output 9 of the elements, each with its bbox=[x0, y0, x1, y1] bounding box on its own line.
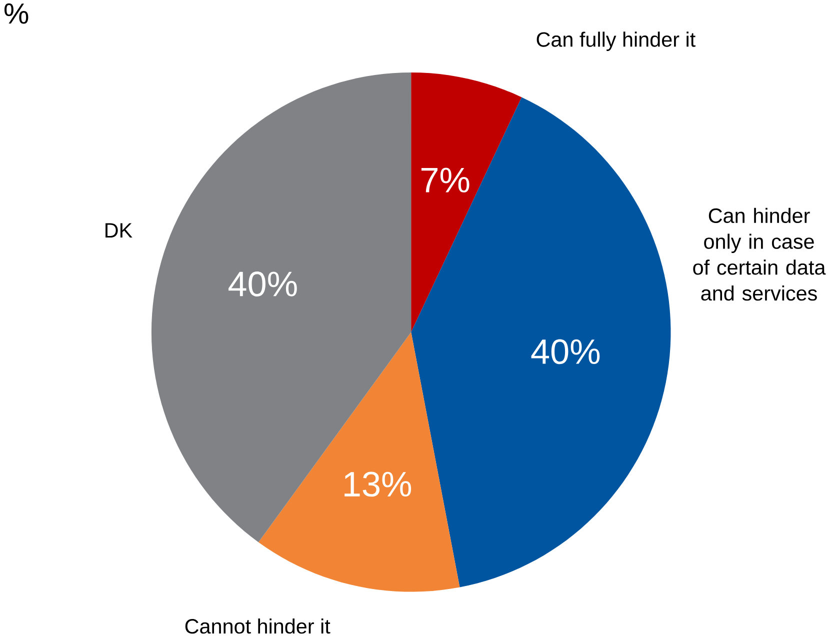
data-label: 7% bbox=[421, 168, 470, 192]
data-label: 40% bbox=[228, 271, 297, 296]
data-label: 13% bbox=[344, 472, 412, 497]
slice-label: DK bbox=[106, 223, 132, 238]
slice-label: Cannot hinder it bbox=[185, 618, 330, 634]
slice-label: Can fully hinder it bbox=[536, 32, 696, 51]
slice-label: Can hinder only in case of certain data and services bbox=[693, 208, 826, 301]
data-label: 40% bbox=[531, 339, 600, 364]
chart-title: % bbox=[4, 3, 28, 24]
